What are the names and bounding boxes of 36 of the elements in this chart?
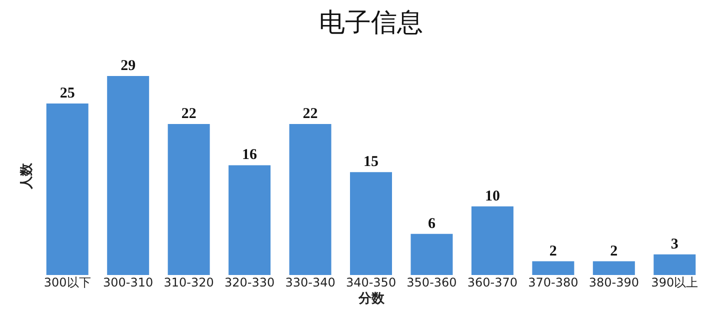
x-tick-label: 380-390 (588, 276, 639, 290)
data-label: 22 (302, 106, 318, 122)
bar (471, 206, 514, 275)
data-label: 15 (364, 154, 378, 170)
data-label: 10 (484, 188, 500, 204)
bar (289, 124, 332, 275)
chart-title: 电子信息 (319, 8, 423, 38)
bar (168, 124, 210, 275)
x-tick-label: 330-340 (285, 276, 336, 290)
data-label: 22 (181, 106, 196, 122)
bar (410, 234, 453, 275)
data-label: 25 (60, 85, 75, 102)
bar (592, 261, 635, 275)
data-label: 29 (120, 58, 136, 74)
x-tick-label: 320-330 (224, 276, 275, 290)
bar (350, 172, 392, 275)
x-tick-label: 340-350 (346, 276, 396, 290)
data-label: 2 (549, 243, 557, 260)
data-label: 16 (242, 147, 258, 164)
bar (654, 254, 696, 275)
x-tick-label: 300-310 (103, 276, 154, 290)
data-label: 6 (428, 216, 436, 232)
x-tick-label: 370-380 (528, 276, 578, 290)
y-axis-title: 人数 (20, 162, 34, 190)
bar (532, 261, 574, 275)
x-tick-label: 350-360 (406, 276, 457, 290)
x-tick-label: 300以下 (44, 276, 91, 290)
bar (46, 103, 88, 275)
data-label: 3 (670, 236, 678, 252)
x-axis-title: 分数 (358, 292, 386, 306)
x-tick-label: 310-320 (164, 276, 214, 290)
bar (107, 76, 150, 275)
bar (228, 165, 271, 275)
data-label: 2 (610, 243, 618, 260)
x-tick-label: 360-370 (467, 276, 518, 290)
x-tick-label: 390以上 (651, 276, 698, 290)
